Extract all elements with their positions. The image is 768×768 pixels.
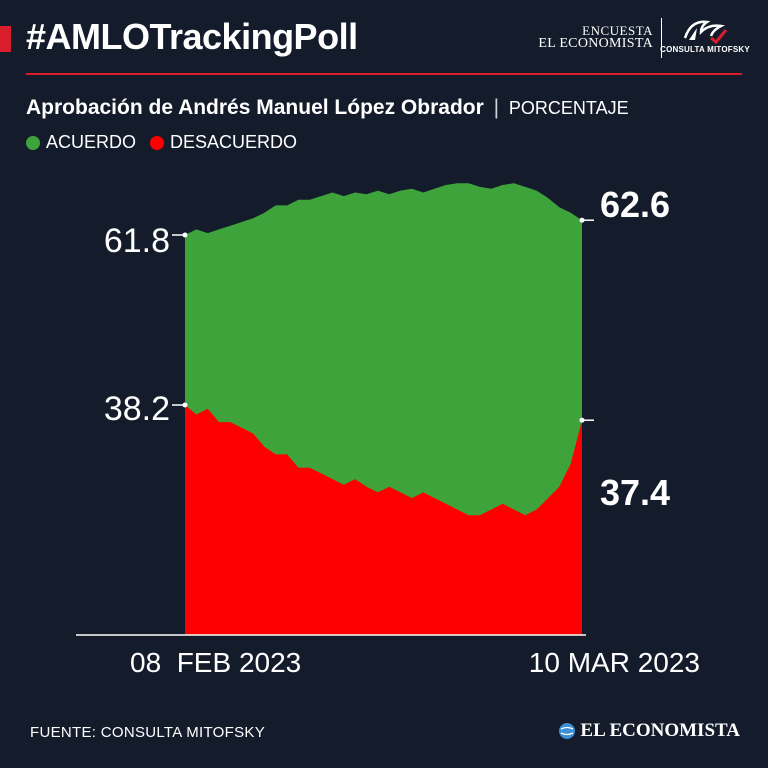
area-desacuerdo [185,405,582,635]
start-marker-acuerdo [182,232,188,238]
brand-line-2: EL ECONOMISTA [538,36,653,52]
x-label-start: 08 FEB 2023 [130,647,301,678]
start-label-desacuerdo: 38.2 [104,390,170,428]
legend-dot-acuerdo [26,135,40,150]
legend-label-acuerdo: ACUERDO [46,132,137,152]
end-label-acuerdo: 62.6 [600,184,670,225]
header-brand: ENCUESTA EL ECONOMISTA CONSULTA MITOFSKY [538,16,750,60]
mitofsky-emblem-icon [683,20,728,44]
header-accent-bar [0,26,11,52]
header-rule [26,73,742,75]
end-marker-desacuerdo [579,417,585,423]
brand-separator [661,18,662,58]
consulta-mitofsky-logo: CONSULTA MITOFSKY [660,16,750,60]
mitofsky-logo-text: CONSULTA MITOFSKY [660,45,750,54]
legend-dot-desacuerdo [150,135,165,150]
x-label-end: 10 MAR 2023 [529,647,700,678]
legend-item-acuerdo: ACUERDO [26,132,136,153]
end-marker-acuerdo [579,217,585,223]
start-label-acuerdo: 61.8 [104,222,170,260]
subtitle-separator: | [493,96,500,119]
end-label-desacuerdo: 37.4 [600,472,670,513]
subtitle-unit: PORCENTAJE [508,98,629,118]
approval-area-chart: 61.8 38.2 62.6 37.4 08 FEB 2023 10 MAR 2… [76,183,700,678]
legend-label-desacuerdo: DESACUERDO [170,132,298,152]
legend-item-desacuerdo: DESACUERDO [150,132,297,153]
subtitle-main: Aprobación de Andrés Manuel López Obrado… [26,96,484,119]
brand-text: ENCUESTA EL ECONOMISTA [538,24,653,52]
footer-brand: EL ECONOMISTA [558,720,740,742]
chart-subtitle: Aprobación de Andrés Manuel López Obrado… [26,96,629,120]
globe-icon [559,723,576,739]
brand-line-1: ENCUESTA [582,22,653,38]
start-marker-desacuerdo [182,402,188,408]
chart-legend: ACUERDO DESACUERDO [26,132,311,153]
footer-brand-text: EL ECONOMISTA [580,720,740,741]
footer-source: FUENTE: CONSULTA MITOFSKY [30,724,266,741]
hashtag-title: #AMLOTrackingPoll [26,16,358,57]
